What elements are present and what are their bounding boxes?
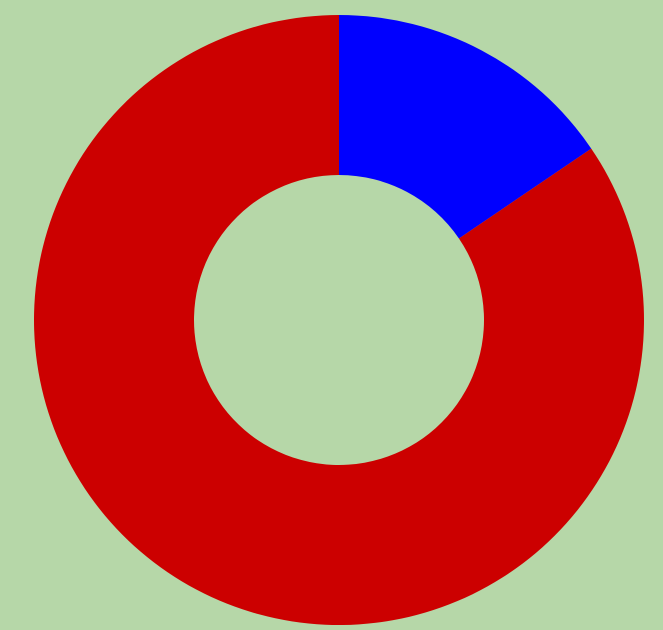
donut-slice-1 (339, 15, 592, 239)
donut-slice-2 (33, 15, 645, 625)
